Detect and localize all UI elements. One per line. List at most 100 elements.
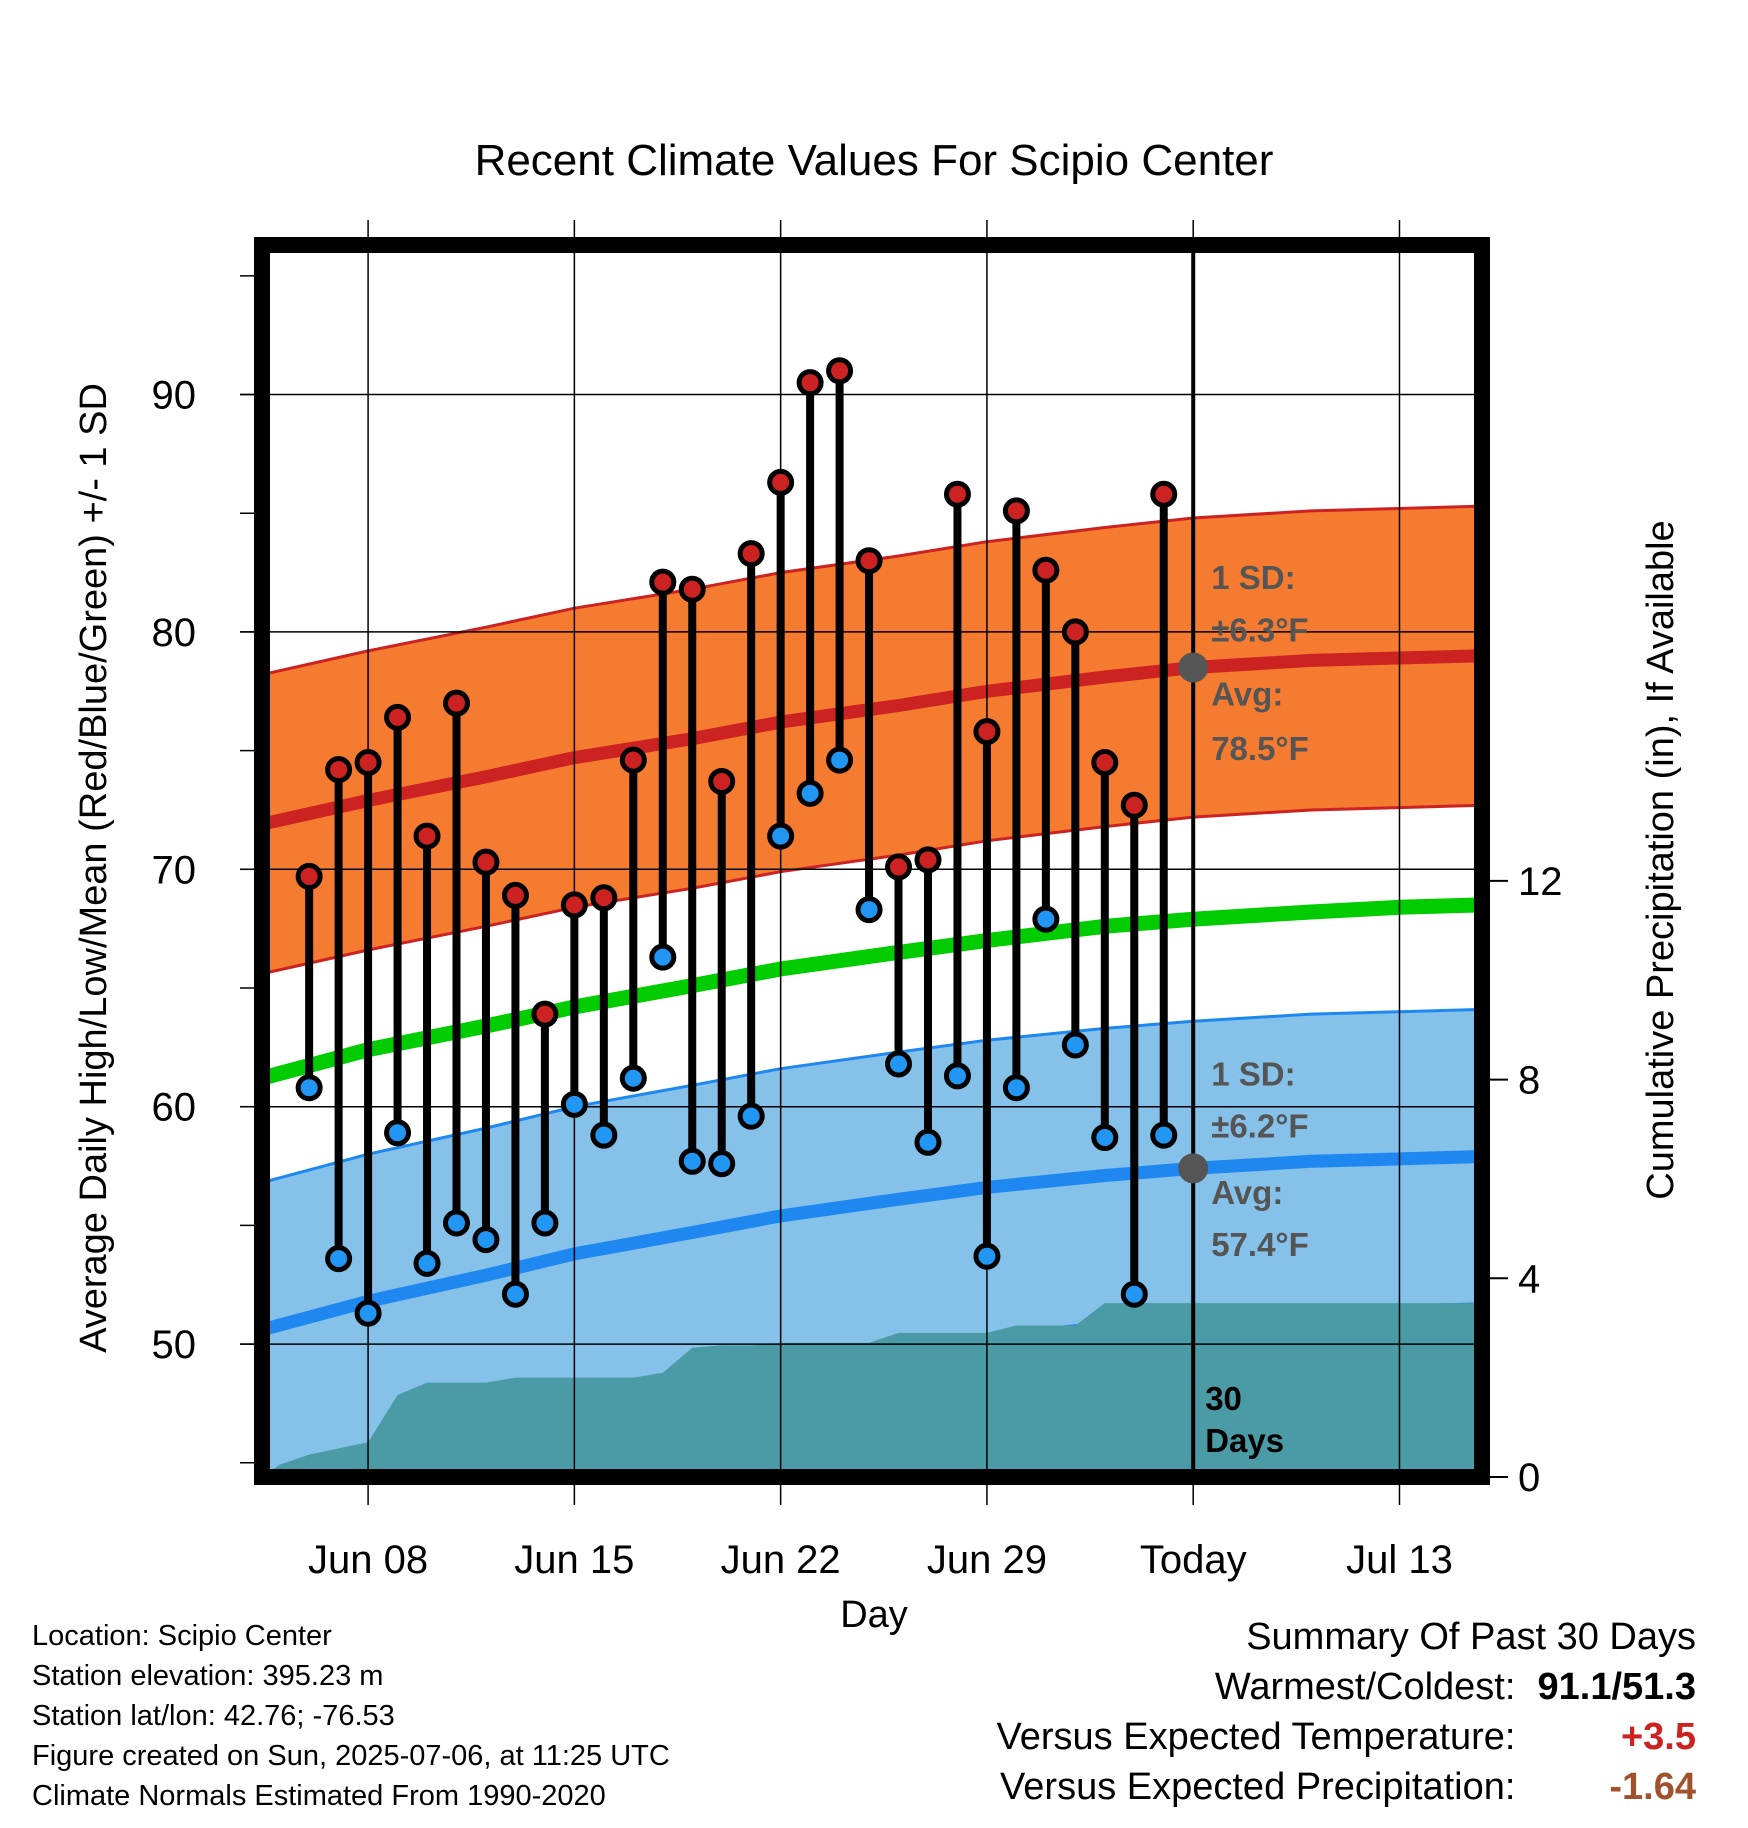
x-axis-label: Day [840, 1594, 908, 1636]
footer-normals: Climate Normals Estimated From 1990-2020 [32, 1780, 606, 1812]
daily-low-point [384, 1119, 412, 1147]
daily-low-point [737, 1102, 765, 1130]
daily-high-point [826, 357, 854, 385]
y2-tick-label: 8 [1518, 1059, 1540, 1103]
y-tick-label: 90 [152, 374, 197, 418]
daily-high-point [619, 746, 647, 774]
warm-cold-value: 91.1/51.3 [1537, 1666, 1696, 1708]
daily-low-point [295, 1074, 323, 1102]
daily-low-point [619, 1064, 647, 1092]
footer-latlon: Station lat/lon: 42.76; -76.53 [32, 1700, 395, 1732]
summary-precip: Versus Expected Precipitation: -1.64 [997, 1762, 1696, 1812]
daily-low-point [1150, 1121, 1178, 1149]
footer-location: Location: Scipio Center [32, 1620, 332, 1652]
high-sd-label: 1 SD: [1211, 559, 1295, 596]
daily-high-point [973, 718, 1001, 746]
today-low-avg-marker [1178, 1153, 1209, 1184]
plot-content [262, 504, 1482, 1477]
y2-tick-label: 0 [1518, 1456, 1540, 1500]
daily-high-point [885, 853, 913, 881]
low-sd-value: ±6.2°F [1211, 1108, 1308, 1145]
footer-elevation: Station elevation: 395.23 m [32, 1660, 384, 1692]
summary-warm-cold: Warmest/Coldest: 91.1/51.3 [997, 1662, 1696, 1712]
high-avg-value: 78.5°F [1211, 730, 1309, 767]
daily-high-point [1150, 480, 1178, 508]
x-tick-label: Jun 15 [514, 1538, 634, 1582]
window-label-days: Days [1205, 1422, 1284, 1459]
daily-high-point [413, 822, 441, 850]
y2-tick-label: 12 [1518, 860, 1563, 904]
daily-high-point [678, 575, 706, 603]
x-tick-label: Today [1140, 1538, 1247, 1582]
daily-high-point [560, 891, 588, 919]
summary-heading: Summary Of Past 30 Days [1246, 1616, 1696, 1658]
daily-low-point [354, 1299, 382, 1327]
precip-label: Versus Expected Precipitation: [1000, 1766, 1516, 1808]
daily-low-point [973, 1242, 1001, 1270]
temp-value: +3.5 [1620, 1716, 1696, 1758]
summary-panel: Summary Of Past 30 Days Warmest/Coldest:… [997, 1612, 1696, 1812]
y-tick-label: 70 [152, 848, 197, 892]
y2-tick-label: 4 [1518, 1257, 1540, 1301]
daily-high-point [1091, 748, 1119, 776]
daily-low-point [943, 1062, 971, 1090]
daily-high-point [708, 767, 736, 795]
daily-high-point [737, 540, 765, 568]
daily-low-point [914, 1128, 942, 1156]
daily-low-point [708, 1150, 736, 1178]
low-normal-line [262, 1150, 1482, 1337]
y-tick-label: 60 [152, 1086, 197, 1130]
daily-low-point [560, 1090, 588, 1118]
y-tick-label: 50 [152, 1323, 197, 1367]
y2-axis-label: Cumulative Precipitation (in), If Availa… [1640, 520, 1682, 1199]
daily-high-point [472, 848, 500, 876]
high-sd-value: ±6.3°F [1211, 611, 1308, 648]
daily-low-point [413, 1249, 441, 1277]
daily-high-point [1002, 497, 1030, 525]
warm-cold-label: Warmest/Coldest: [1214, 1666, 1516, 1708]
daily-high-point [1032, 556, 1060, 584]
plot-area: 1 SD: ±6.3°F Avg: 78.5°F 1 SD: ±6.2°F Avg: 57.4… [152, 220, 1563, 1582]
daily-high-point [767, 468, 795, 496]
daily-high-point [531, 1000, 559, 1028]
daily-low-point [1002, 1074, 1030, 1102]
daily-low-point [325, 1245, 353, 1273]
high-avg-label: Avg: [1211, 676, 1283, 713]
daily-high-point [1120, 791, 1148, 819]
y-axis-label: Average Daily High/Low/Mean (Red/Blue/Gr… [73, 383, 115, 1353]
daily-low-point [855, 896, 883, 924]
daily-low-point [826, 746, 854, 774]
daily-low-point [767, 822, 795, 850]
temp-label: Versus Expected Temperature: [996, 1716, 1516, 1758]
daily-high-point [855, 547, 883, 575]
daily-high-point [590, 884, 618, 912]
x-tick-label: Jul 13 [1346, 1538, 1453, 1582]
summary-temp: Versus Expected Temperature: +3.5 [997, 1712, 1696, 1762]
daily-high-point [354, 748, 382, 776]
daily-high-point [325, 756, 353, 784]
daily-low-point [1091, 1124, 1119, 1152]
daily-high-point [914, 846, 942, 874]
daily-low-point [649, 943, 677, 971]
today-high-avg-marker [1178, 652, 1209, 683]
plot-frame [254, 237, 1490, 1485]
low-avg-value: 57.4°F [1211, 1226, 1309, 1263]
daily-low-point [796, 779, 824, 807]
high-band-upper-edge [262, 504, 1482, 677]
daily-high-point [442, 689, 470, 717]
daily-high-point [943, 480, 971, 508]
daily-low-point [501, 1280, 529, 1308]
y-tick-label: 80 [152, 611, 197, 655]
precip-value: -1.64 [1609, 1766, 1696, 1808]
precip-area [262, 1303, 1482, 1477]
chart-title: Recent Climate Values For Scipio Center [475, 136, 1274, 185]
daily-high-point [295, 862, 323, 890]
high-normal-line [262, 649, 1482, 831]
low-sd-band [262, 1009, 1482, 1477]
daily-low-point [531, 1209, 559, 1237]
daily-high-point [1061, 618, 1089, 646]
x-tick-label: Jun 08 [308, 1538, 428, 1582]
x-tick-label: Jun 22 [721, 1538, 841, 1582]
daily-high-point [649, 568, 677, 596]
